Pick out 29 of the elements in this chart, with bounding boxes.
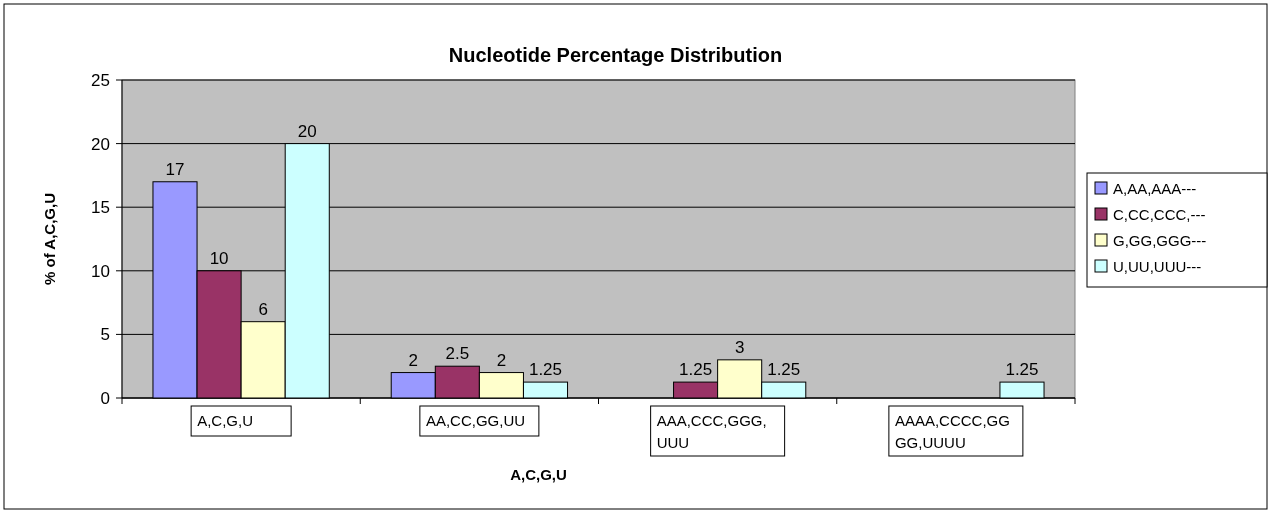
data-label: 2 <box>408 350 418 370</box>
y-tick-label: 20 <box>91 134 110 154</box>
x-tick-label: AAA,CCC,GGG,UUU <box>656 412 767 451</box>
y-axis-title: % of A,C,G,U <box>41 193 58 285</box>
x-axis-title: A,C,G,U <box>510 466 567 483</box>
data-label: 2.5 <box>445 344 470 364</box>
legend-label: C,CC,CCC,--- <box>1113 206 1206 223</box>
chart-title: Nucleotide Percentage Distribution <box>448 44 783 66</box>
data-label: 17 <box>165 159 185 179</box>
data-label: 1.25 <box>1005 360 1039 380</box>
data-label: 6 <box>258 299 268 319</box>
y-tick-label: 5 <box>100 325 110 345</box>
legend-label: A,AA,AAA--- <box>1113 180 1197 197</box>
x-tick-label: AAAA,CCCC,GGGG,UUUU <box>894 412 1010 451</box>
x-tick-label: AA,CC,GG,UU <box>425 412 526 429</box>
data-label: 1.25 <box>528 360 563 380</box>
legend-label: U,UU,UUU--- <box>1113 258 1202 275</box>
data-label: 10 <box>209 248 229 268</box>
data-label: 1.25 <box>679 360 713 380</box>
y-tick-label: 0 <box>100 389 110 408</box>
data-label: 3 <box>734 337 745 357</box>
y-tick-label: 25 <box>91 71 110 90</box>
y-tick-label: 15 <box>91 198 110 218</box>
data-label: 20 <box>297 121 317 141</box>
data-label: 1.25 <box>767 360 801 380</box>
y-tick-label: 10 <box>91 261 110 281</box>
data-label: 2 <box>496 350 507 370</box>
x-tick-label: A,C,G,U <box>197 412 253 429</box>
legend-label: G,GG,GGG--- <box>1113 232 1207 249</box>
